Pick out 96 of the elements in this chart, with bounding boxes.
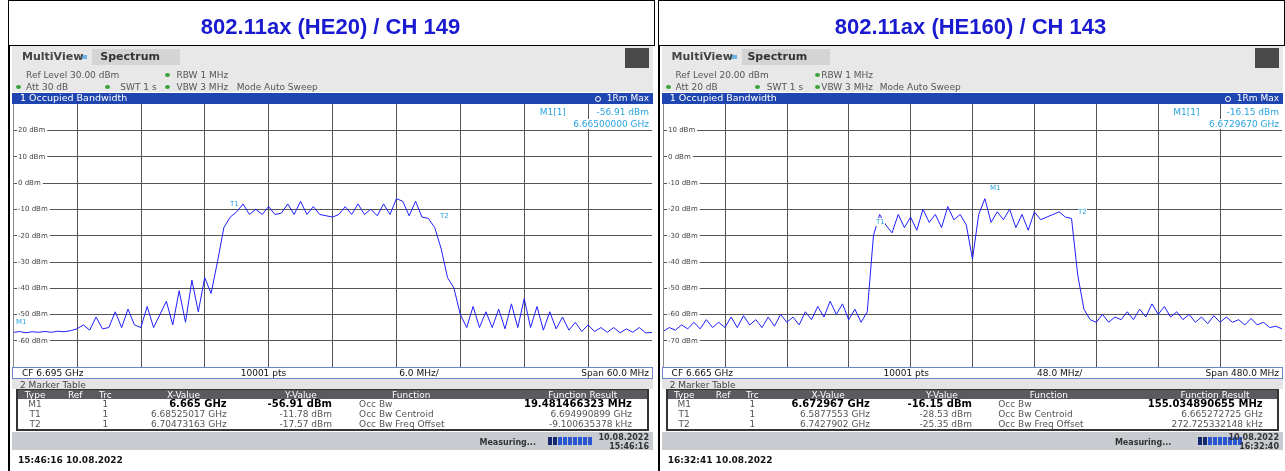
text: 6.0 MHz/ bbox=[399, 368, 439, 378]
line-series bbox=[663, 198, 1282, 332]
text: Function bbox=[392, 390, 431, 400]
text: -11.78 dBm bbox=[279, 409, 332, 419]
text: X-Value bbox=[811, 390, 845, 400]
text: -16.15 dBm bbox=[907, 398, 972, 409]
text: Type bbox=[24, 390, 46, 400]
text: -9.100635378 kHz bbox=[548, 419, 632, 429]
text: RBW 1 MHz bbox=[176, 70, 229, 80]
text: 6.665 GHz bbox=[169, 398, 227, 409]
annotation: M1[1] bbox=[539, 107, 566, 117]
text: 15:46:16 bbox=[609, 442, 649, 452]
text: Occ Bw Centroid bbox=[359, 409, 434, 419]
text: 155.034890655 MHz bbox=[1147, 398, 1263, 409]
text: Span 480.0 MHz bbox=[1205, 368, 1279, 378]
text: Mode Auto Sweep bbox=[879, 82, 961, 92]
text: Occ Bw bbox=[359, 399, 393, 409]
text: MultiView bbox=[22, 50, 84, 63]
line-series bbox=[13, 198, 652, 334]
text: 1 bbox=[102, 419, 109, 429]
annotation: 6.66500000 GHz bbox=[573, 119, 649, 129]
text: Measuring... bbox=[479, 438, 536, 448]
text: Occ Bw Freq Offset bbox=[998, 419, 1084, 429]
text: Occ Bw bbox=[998, 399, 1032, 409]
text: Occ Bw Freq Offset bbox=[359, 419, 445, 429]
text: Ref bbox=[67, 390, 83, 400]
text: 6.68525017 GHz bbox=[150, 409, 227, 419]
annotation: -16.15 dBm bbox=[1226, 107, 1279, 117]
chart-title: 802.11ax (HE160) / CH 143 bbox=[833, 14, 1108, 40]
text: Ref Level 30.00 dBm bbox=[26, 70, 120, 80]
text: Function bbox=[1029, 390, 1068, 400]
text: Y-Value bbox=[284, 390, 317, 400]
text: Occ Bw Centroid bbox=[998, 409, 1073, 419]
text: 15:46:16 10.08.2022 bbox=[18, 455, 123, 465]
annotation: M1[1] bbox=[1173, 107, 1200, 117]
text: Spectrum bbox=[747, 50, 808, 63]
text: Function Result bbox=[1180, 390, 1250, 400]
text: 272.725332148 kHz bbox=[1171, 419, 1263, 429]
annotation: -56.91 dBm bbox=[596, 107, 649, 117]
text: 6.5877553 GHz bbox=[799, 409, 870, 419]
text: 1 bbox=[749, 409, 756, 419]
text: Measuring... bbox=[1114, 438, 1172, 448]
text: -56.91 dBm bbox=[267, 398, 332, 409]
text: 1 bbox=[102, 409, 109, 419]
text: VBW 3 MHz bbox=[821, 82, 873, 92]
text: 1Rm Max bbox=[606, 93, 649, 103]
text: MultiView bbox=[671, 50, 733, 63]
text: -17.57 dBm bbox=[279, 419, 332, 429]
text: T2 bbox=[29, 419, 41, 429]
text: 2 Marker Table bbox=[669, 380, 736, 390]
text: 16:32:40 bbox=[1239, 442, 1279, 452]
text: Y-Value bbox=[925, 390, 958, 400]
text: 1 bbox=[102, 399, 109, 409]
text: SWT 1 s bbox=[120, 82, 157, 92]
text: X-Value bbox=[166, 390, 201, 400]
text: T1 bbox=[678, 409, 690, 419]
text: CF 6.665 GHz bbox=[671, 368, 734, 378]
text: Att 20 dB bbox=[675, 82, 718, 92]
text: Trc bbox=[745, 390, 759, 400]
text: Spectrum bbox=[100, 50, 161, 63]
text: 6.70473163 GHz bbox=[150, 419, 227, 429]
text: CF 6.695 GHz bbox=[22, 368, 84, 378]
text: 6.7427902 GHz bbox=[799, 419, 870, 429]
text: -28.53 dBm bbox=[919, 409, 972, 419]
text: SWT 1 s bbox=[766, 82, 804, 92]
text: RBW 1 MHz bbox=[821, 70, 874, 80]
text: T1 bbox=[29, 409, 41, 419]
text: 10001 pts bbox=[883, 368, 929, 378]
text: Ref bbox=[715, 390, 731, 400]
text: 1 Occupied Bandwidth bbox=[669, 92, 777, 103]
text: 10.08.2022 bbox=[598, 433, 649, 442]
text: 6.694990899 GHz bbox=[550, 409, 632, 419]
text: 6.665272725 GHz bbox=[1181, 409, 1263, 419]
text: Span 60.0 MHz bbox=[581, 368, 649, 378]
text: 16:32:41 10.08.2022 bbox=[667, 455, 773, 465]
text: 10001 pts bbox=[240, 368, 287, 378]
text: 1Rm Max bbox=[1236, 93, 1279, 103]
text: Ref Level 20.00 dBm bbox=[675, 70, 769, 80]
text: Function Result bbox=[548, 390, 618, 400]
text: Trc bbox=[98, 390, 112, 400]
text: 1 Occupied Bandwidth bbox=[20, 92, 128, 103]
annotation: 6.6729670 GHz bbox=[1209, 119, 1279, 129]
text: 6.672967 GHz bbox=[791, 398, 870, 409]
text: 10.08.2022 bbox=[1228, 433, 1279, 442]
text: 1 bbox=[749, 399, 756, 409]
text: T2 bbox=[678, 419, 690, 429]
text: 19.481466323 MHz bbox=[523, 398, 632, 409]
text: 48.0 MHz/ bbox=[1037, 368, 1083, 378]
text: 1 bbox=[749, 419, 756, 429]
text: Att 30 dB bbox=[26, 82, 69, 92]
text: Type bbox=[673, 390, 695, 400]
text: Mode Auto Sweep bbox=[236, 82, 318, 92]
text: VBW 3 MHz bbox=[176, 82, 229, 92]
text: 2 Marker Table bbox=[20, 380, 86, 390]
text: -25.35 dBm bbox=[919, 419, 972, 429]
chart-title: 802.11ax (HE20) / CH 149 bbox=[199, 14, 462, 40]
